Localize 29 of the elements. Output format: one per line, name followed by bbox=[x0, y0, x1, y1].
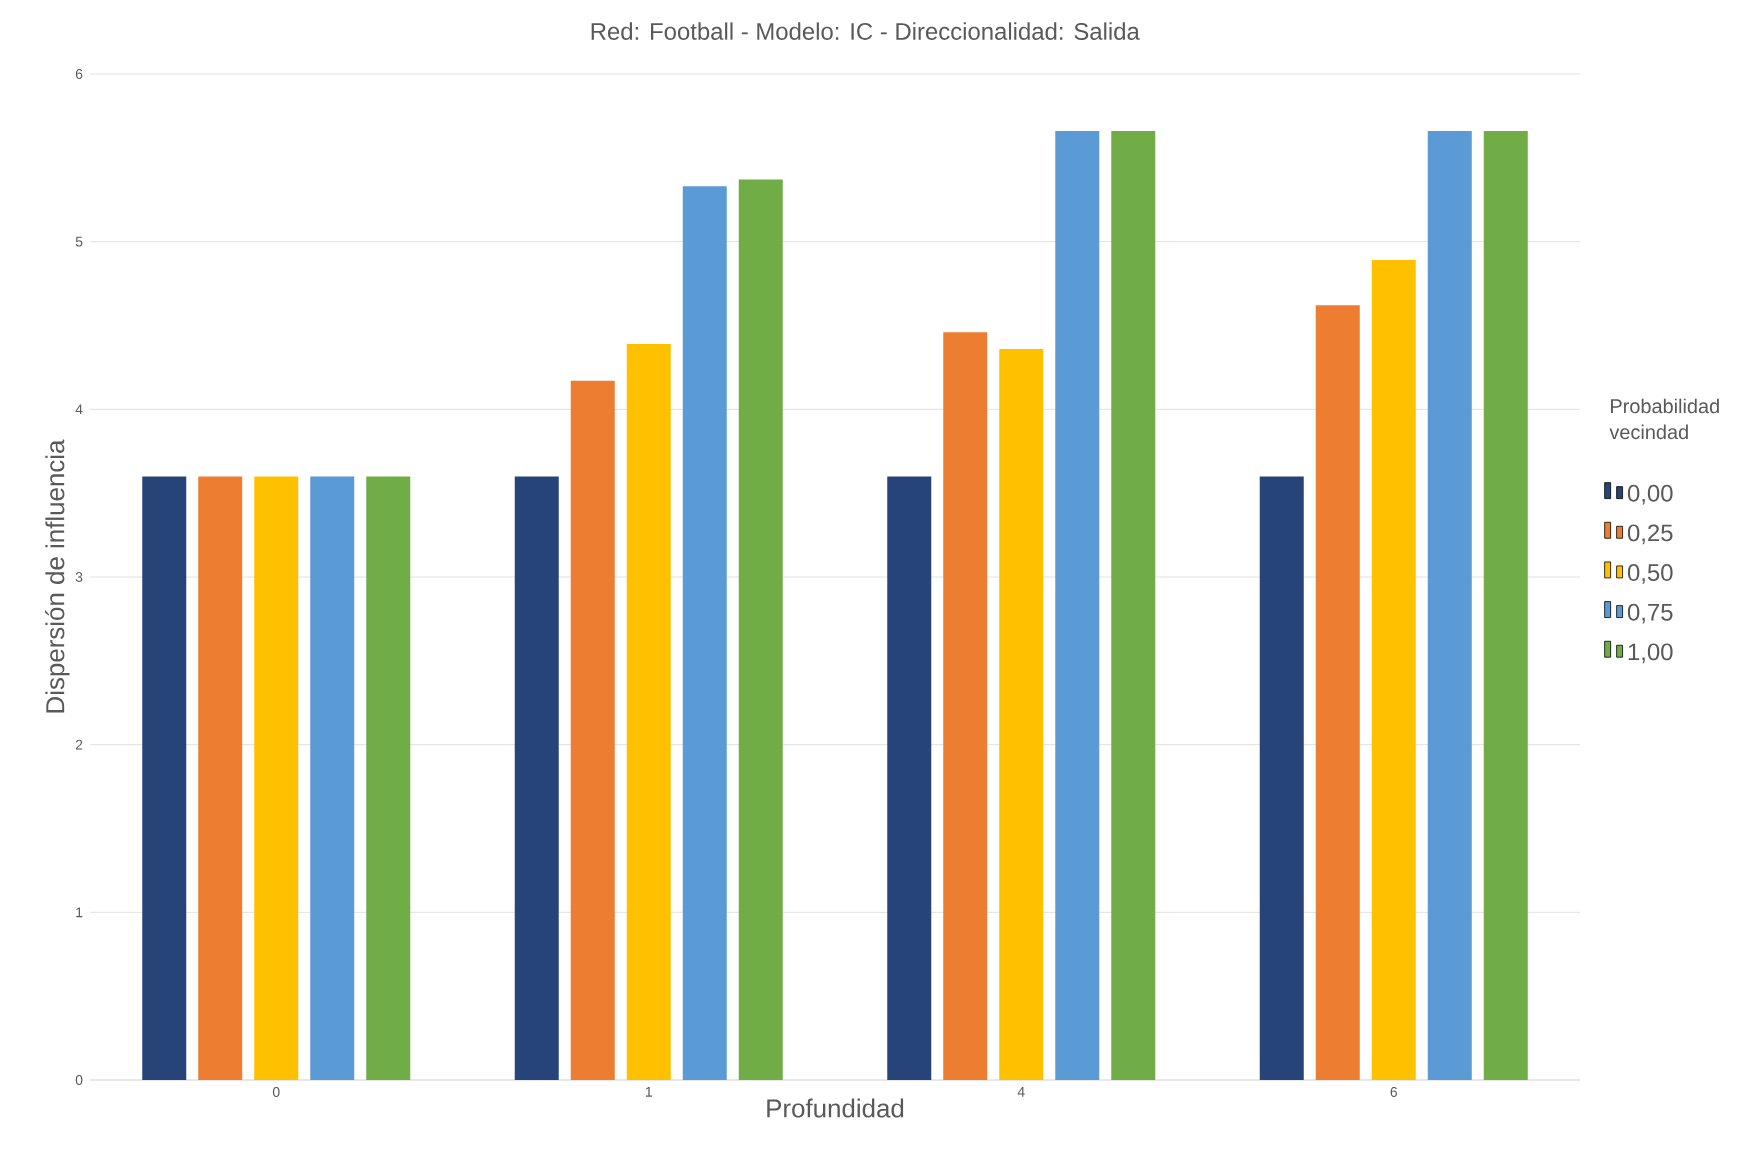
legend-label: 0,25 bbox=[1627, 524, 1673, 545]
legend-label: 0,50 bbox=[1627, 564, 1673, 584]
bar bbox=[570, 380, 615, 1080]
bar bbox=[682, 186, 727, 1080]
bar bbox=[142, 476, 187, 1080]
bar bbox=[1315, 305, 1360, 1080]
bar bbox=[366, 476, 411, 1080]
bar bbox=[514, 476, 559, 1080]
bar bbox=[1259, 476, 1304, 1080]
bar bbox=[1055, 130, 1100, 1080]
legend-label: 0,00 bbox=[1627, 484, 1673, 505]
legend-label: 1,00 bbox=[1628, 643, 1673, 664]
bar bbox=[999, 348, 1044, 1080]
bar bbox=[254, 476, 299, 1080]
bar bbox=[626, 343, 671, 1080]
chart-title: Red: Football - Modelo: IC - Direccionalidad: Salida bbox=[591, 22, 1140, 40]
bar bbox=[1483, 130, 1528, 1080]
legend-title: Probabilidad vecindad bbox=[1609, 398, 1719, 440]
x-axis-title: Profundidad bbox=[767, 1098, 904, 1118]
y-axis-title: Dispersión de influencia bbox=[45, 439, 70, 713]
bar bbox=[1427, 130, 1472, 1080]
bar bbox=[887, 476, 932, 1080]
bar bbox=[310, 476, 355, 1080]
bar bbox=[943, 332, 988, 1080]
legend-label: 0,75 bbox=[1627, 603, 1673, 624]
bar bbox=[198, 476, 243, 1080]
bar bbox=[1111, 130, 1156, 1080]
bar bbox=[1371, 260, 1416, 1080]
bar bbox=[738, 179, 783, 1080]
